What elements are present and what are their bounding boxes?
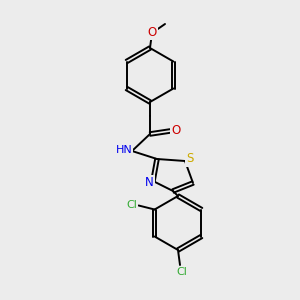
Text: HN: HN <box>116 145 132 155</box>
Text: Cl: Cl <box>126 200 137 209</box>
Text: Cl: Cl <box>177 267 188 277</box>
Text: O: O <box>171 124 181 136</box>
Text: N: N <box>145 176 153 190</box>
Text: S: S <box>186 152 194 166</box>
Text: O: O <box>147 26 157 38</box>
